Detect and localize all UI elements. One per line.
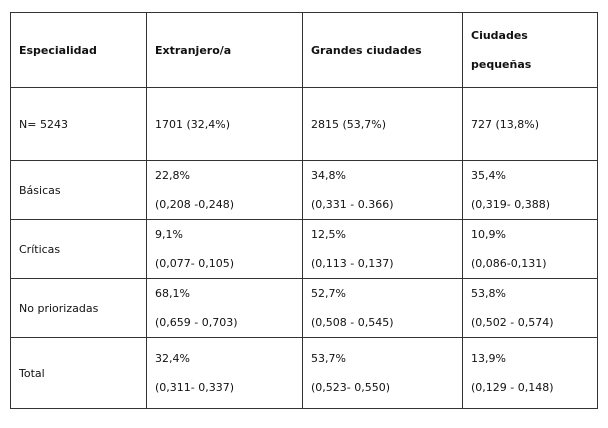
cell-line: (0,508 - 0,545) <box>311 316 394 329</box>
data-table: Especialidad Extranjero/a Grandes ciudades… <box>10 12 598 409</box>
row-label-cell: No priorizadas <box>10 278 147 338</box>
header-cell: Ciudades pequeñas <box>462 12 598 88</box>
data-cell: 12,5% (0,113 - 0,137) <box>302 219 463 279</box>
cell-line: (0,077- 0,105) <box>155 257 235 270</box>
data-cell: 35,4% (0,319- 0,388) <box>462 160 598 220</box>
data-cell: 53,7% (0,523- 0,550) <box>302 337 463 409</box>
cell-line: (0,208 -0,248) <box>155 198 235 211</box>
cell-line: (0,113 - 0,137) <box>311 257 394 270</box>
cell-line: 9,1% <box>155 228 183 241</box>
row-label-cell: Básicas <box>10 160 147 220</box>
data-cell: 10,9% (0,086-0,131) <box>462 219 598 279</box>
cell-line: 52,7% <box>311 287 346 300</box>
cell-line: (0,523- 0,550) <box>311 381 391 394</box>
row-label-cell: N= 5243 <box>10 87 147 161</box>
table-row: Críticas 9,1% (0,077- 0,105) 12,5% (0,113 - … <box>10 219 598 279</box>
row-label-cell: Críticas <box>10 219 147 279</box>
cell-line: 32,4% <box>155 352 190 365</box>
data-cell: 9,1% (0,077- 0,105) <box>146 219 303 279</box>
cell-line: No priorizadas <box>19 301 99 315</box>
cell-line: 34,8% <box>311 169 346 182</box>
cell-line: (0,331 - 0.366) <box>311 198 394 211</box>
table-row: No priorizadas 68,1% (0,659 - 0,703) 52,7% (… <box>10 278 598 338</box>
table-row: Total 32,4% (0,311- 0,337) 53,7% (0,523- 0,5… <box>10 337 598 409</box>
cell-line: Críticas <box>19 242 61 256</box>
cell-line: 22,8% <box>155 169 190 182</box>
cell-line: 13,9% <box>471 352 506 365</box>
data-cell: 32,4% (0,311- 0,337) <box>146 337 303 409</box>
cell-line: 727 (13,8%) <box>471 117 540 131</box>
cell-line: (0,311- 0,337) <box>155 381 235 394</box>
cell-line: (0,319- 0,388) <box>471 198 551 211</box>
cell-line: 68,1% <box>155 287 190 300</box>
data-cell: 2815 (53,7%) <box>302 87 463 161</box>
data-cell: 1701 (32,4%) <box>146 87 303 161</box>
cell-line: 53,8% <box>471 287 506 300</box>
cell-line: Básicas <box>19 183 61 197</box>
cell-line: 12,5% <box>311 228 346 241</box>
cell-line: Total <box>19 366 45 380</box>
data-cell: 34,8% (0,331 - 0.366) <box>302 160 463 220</box>
cell-line: 2815 (53,7%) <box>311 117 387 131</box>
cell-line: 53,7% <box>311 352 346 365</box>
header-cell: Especialidad <box>10 12 147 88</box>
data-cell: 52,7% (0,508 - 0,545) <box>302 278 463 338</box>
data-cell: 13,9% (0,129 - 0,148) <box>462 337 598 409</box>
header-cell: Grandes ciudades <box>302 12 463 88</box>
row-label-cell: Total <box>10 337 147 409</box>
data-cell: 727 (13,8%) <box>462 87 598 161</box>
data-cell: 53,8% (0,502 - 0,574) <box>462 278 598 338</box>
cell-line: (0,659 - 0,703) <box>155 316 238 329</box>
cell-line: N= 5243 <box>19 117 68 131</box>
data-cell: 68,1% (0,659 - 0,703) <box>146 278 303 338</box>
cell-line: (0,129 - 0,148) <box>471 381 554 394</box>
data-cell: 22,8% (0,208 -0,248) <box>146 160 303 220</box>
cell-line: 1701 (32,4%) <box>155 117 231 131</box>
table-row: Básicas 22,8% (0,208 -0,248) 34,8% (0,331 - … <box>10 160 598 220</box>
cell-line: (0,086-0,131) <box>471 257 547 270</box>
cell-line: 35,4% <box>471 169 506 182</box>
cell-line: 10,9% <box>471 228 506 241</box>
header-row: Especialidad Extranjero/a Grandes ciudades… <box>10 12 598 88</box>
header-cell: Extranjero/a <box>146 12 303 88</box>
table-row: N= 5243 1701 (32,4%) 2815 (53,7%) 727 (13,8… <box>10 87 598 161</box>
cell-line: (0,502 - 0,574) <box>471 316 554 329</box>
